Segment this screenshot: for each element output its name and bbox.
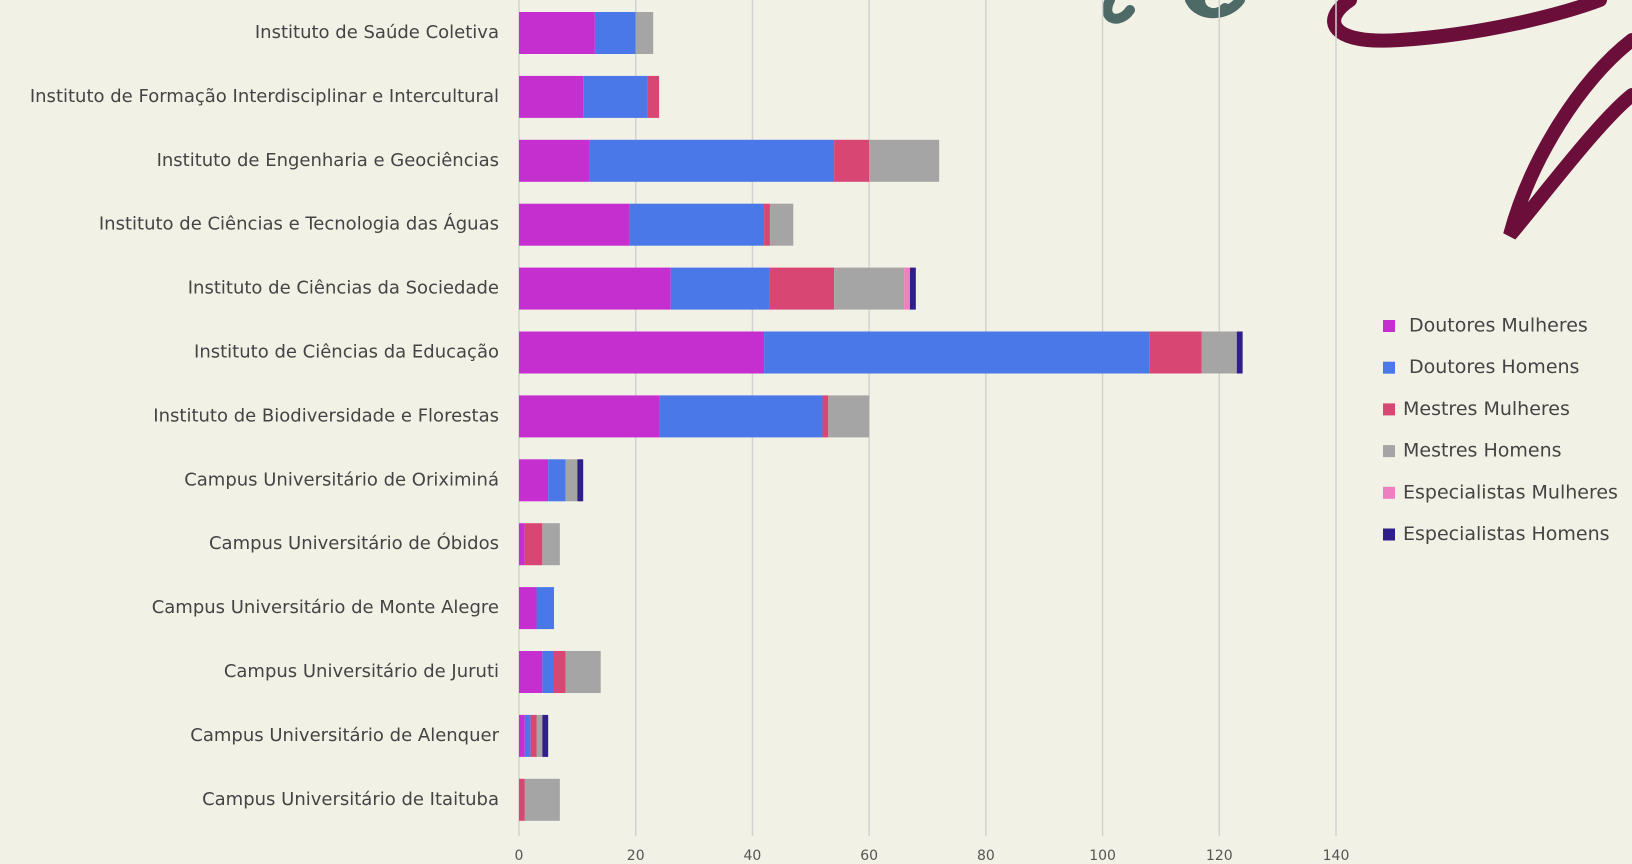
bar-segment xyxy=(764,331,1150,374)
bar-segment xyxy=(542,714,549,757)
x-tick-label: 0 xyxy=(515,848,524,864)
bar-segment xyxy=(519,331,765,374)
legend-label: Mestres Homens xyxy=(1403,440,1562,462)
x-tick-label: 60 xyxy=(860,848,878,864)
bar-segment xyxy=(565,459,578,502)
bar-segment xyxy=(519,395,660,438)
bar-segment xyxy=(530,714,537,757)
bar-segment xyxy=(577,459,584,502)
legend-label: Mestres Mulheres xyxy=(1403,398,1570,420)
decoration xyxy=(1102,0,1245,24)
bar-segment xyxy=(904,267,910,310)
y-tick-label: Instituto de Ciências da Educação xyxy=(194,342,499,363)
bar-segment xyxy=(629,203,765,246)
y-tick-label: Campus Universitário de Juruti xyxy=(224,661,499,682)
bar-segment xyxy=(1201,331,1237,374)
bar-segment xyxy=(834,139,870,182)
bar-segment xyxy=(554,651,566,693)
legend-swatch xyxy=(1383,403,1395,416)
bar-segment xyxy=(635,12,654,54)
decoration xyxy=(1327,0,1632,240)
y-tick-label: Instituto de Saúde Coletiva xyxy=(255,22,499,43)
bar-segment xyxy=(519,714,525,757)
bar-segment xyxy=(1149,331,1202,374)
bar-segment xyxy=(670,267,770,310)
legend-label: Doutores Mulheres xyxy=(1409,315,1588,337)
y-tick-label: Instituto de Formação Interdisciplinar e… xyxy=(30,86,499,107)
legend-swatch xyxy=(1383,320,1395,332)
bar-segment xyxy=(583,75,648,118)
x-tick-label: 140 xyxy=(1323,848,1350,864)
x-tick-label: 100 xyxy=(1089,848,1116,864)
x-tick-label: 120 xyxy=(1206,848,1233,864)
bar-segment xyxy=(909,267,916,310)
bar-segment xyxy=(594,12,636,54)
y-tick-label: Campus Universitário de Itaituba xyxy=(202,789,499,810)
bar-segment xyxy=(519,139,590,182)
bar-segment xyxy=(519,651,543,693)
bar-segment xyxy=(519,778,525,821)
y-tick-label: Instituto de Ciências da Sociedade xyxy=(188,278,499,299)
bar-segment xyxy=(589,139,835,182)
bar-segment xyxy=(764,203,770,246)
bar-segment xyxy=(828,395,870,438)
legend-label: Especialistas Mulheres xyxy=(1403,481,1618,503)
bar-segment xyxy=(659,395,823,438)
bar-segment xyxy=(519,75,584,118)
bar-segment xyxy=(542,651,555,693)
x-tick-label: 20 xyxy=(627,848,645,864)
bar-segment xyxy=(519,203,630,246)
y-tick-label: Campus Universitário de Oriximiná xyxy=(184,469,499,490)
y-tick-label: Campus Universitário de Óbidos xyxy=(209,532,499,554)
legend-label: Doutores Homens xyxy=(1409,356,1579,378)
bar-segment xyxy=(548,459,566,502)
bar-segment xyxy=(524,778,560,821)
bar-segment xyxy=(519,459,549,502)
bar-segment xyxy=(524,523,543,566)
bar-segment xyxy=(869,139,940,182)
legend-label: Especialistas Homens xyxy=(1403,523,1610,545)
y-tick-label: Campus Universitário de Alenquer xyxy=(190,725,499,746)
x-tick-label: 80 xyxy=(977,848,995,864)
y-tick-label: Campus Universitário de Monte Alegre xyxy=(152,597,499,618)
y-tick-label: Instituto de Ciências e Tecnologia das Á… xyxy=(99,213,499,235)
bar-segment xyxy=(565,651,601,693)
bar-segment xyxy=(519,523,525,566)
x-tick-label: 40 xyxy=(744,848,762,864)
y-tick-label: Instituto de Biodiversidade e Florestas xyxy=(153,405,499,426)
bar-segment xyxy=(536,714,543,757)
legend-swatch xyxy=(1383,445,1395,458)
legend-swatch xyxy=(1383,486,1395,499)
bar-segment xyxy=(524,714,531,757)
legend-swatch xyxy=(1383,528,1395,541)
bar-segment xyxy=(769,203,794,246)
bar-segment xyxy=(536,587,555,630)
bar-segment xyxy=(769,267,835,310)
y-tick-label: Instituto de Engenharia e Geociências xyxy=(157,150,499,171)
bar-segment xyxy=(1236,331,1243,374)
bar-segment xyxy=(542,523,560,566)
bar-segment xyxy=(519,267,671,310)
bar-segment xyxy=(519,12,595,54)
bar-segment xyxy=(822,395,829,438)
bar-segment xyxy=(519,587,537,630)
bar-segment xyxy=(647,75,660,118)
legend-swatch xyxy=(1383,361,1395,374)
bar-segment xyxy=(834,267,905,310)
